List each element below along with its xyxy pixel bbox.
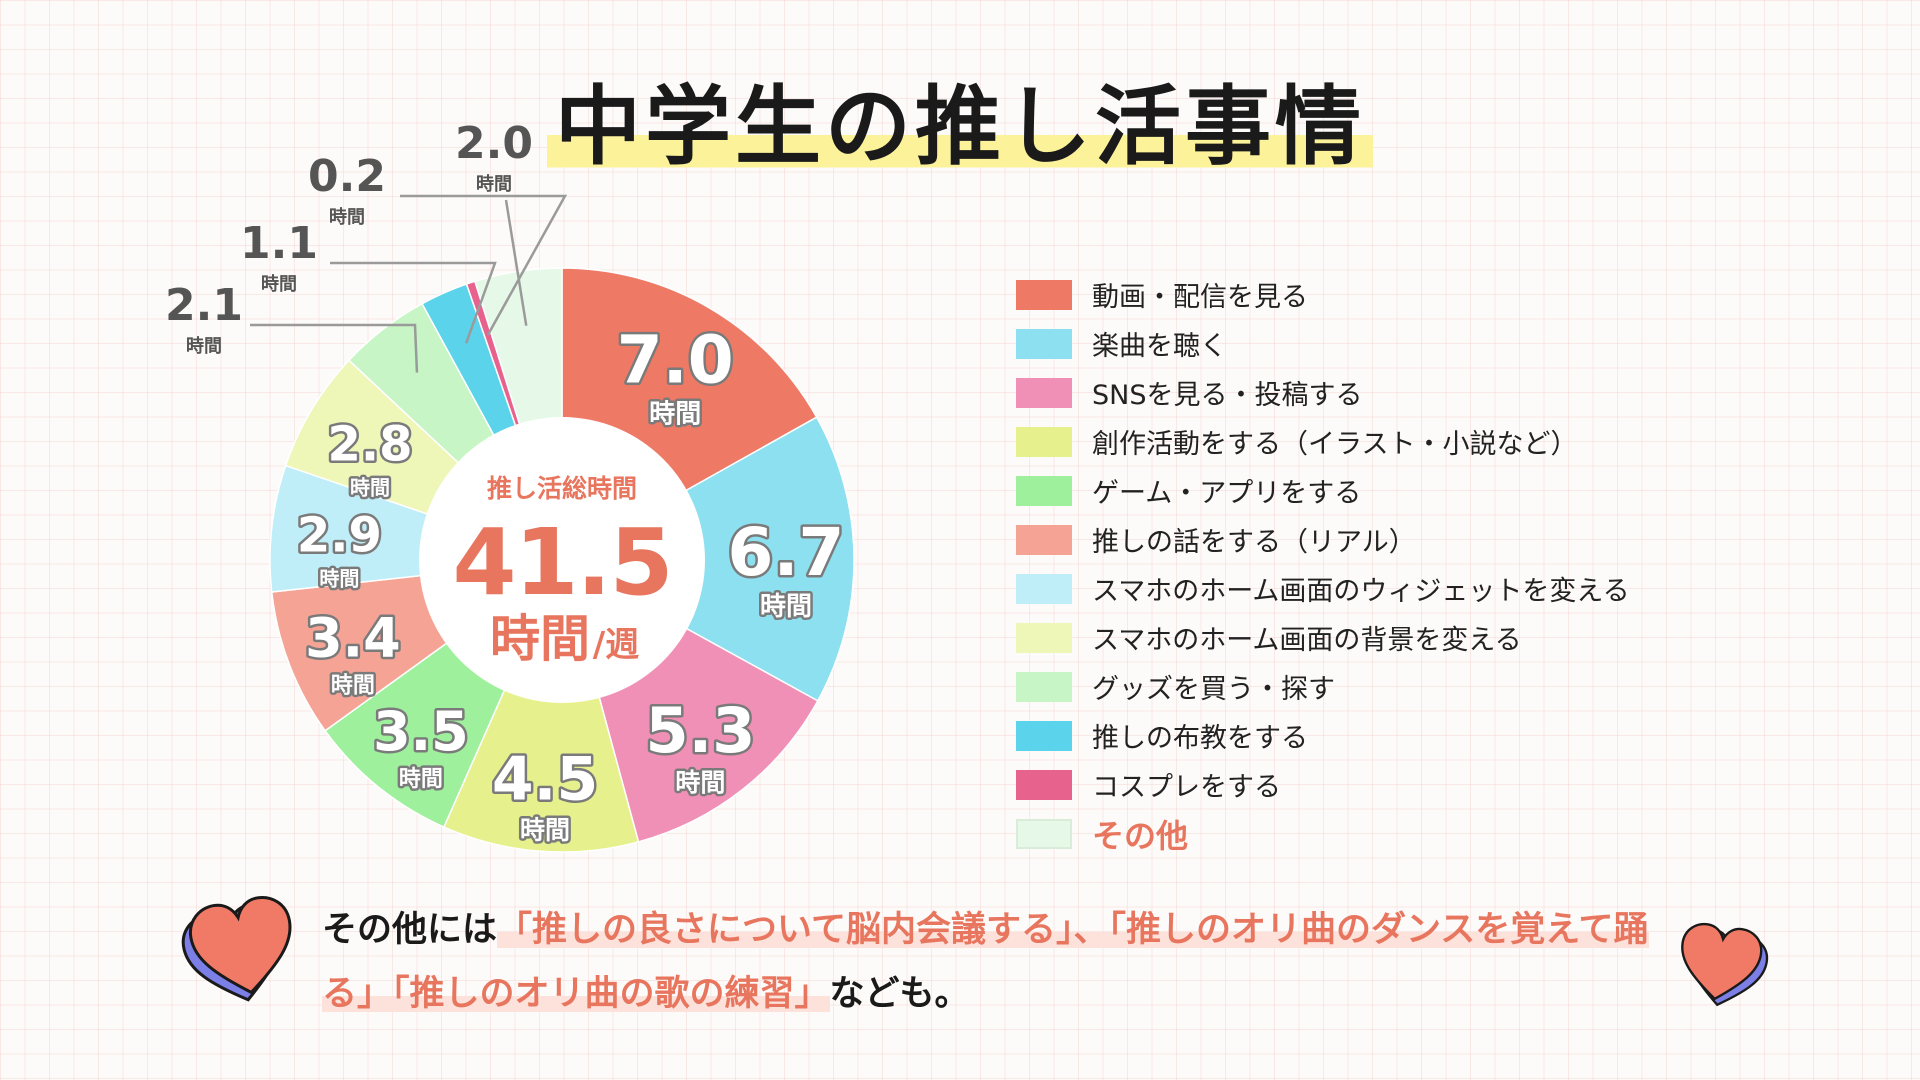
legend-item-7: スマホのホーム画面のウィジェットを変える [1016,564,1630,613]
footnote-prefix: その他には [322,910,498,950]
legend-swatch [1016,769,1072,800]
legend-swatch [1016,671,1072,702]
pie-slice-2 [560,416,855,702]
legend-label: 推しの布教をする [1092,723,1308,754]
legend-label: 創作活動をする（イラスト・小説など） [1092,429,1578,460]
legend-swatch [1016,475,1072,506]
data-label-value-11: 0.2 [308,151,386,202]
pie-slice-4 [442,557,640,853]
footnote: その他には「推しの良さについて脳内会議する」、「推しのオリ曲のダンスを覚えて踊る… [322,898,1652,1026]
legend-label: その他 [1092,816,1189,855]
legend-item-1: 動画・配信を見る [1016,270,1630,319]
data-label-unit-3: 時間 [675,768,725,797]
legend-item-9: グッズを買う・探す [1016,662,1630,711]
data-label-value-5: 3.5 [373,700,469,763]
legend-item-3: SNSを見る・投稿する [1016,368,1630,417]
legend-swatch [1016,818,1072,849]
data-label-unit-4: 時間 [520,815,570,844]
legend-item-12: その他 [1016,809,1630,858]
data-label-unit-1: 時間 [649,400,701,430]
legend-label: 楽曲を聴く [1092,331,1227,362]
legend-label: スマホのホーム画面の背景を変える [1092,625,1522,656]
footnote-suffix: なども。 [829,974,970,1014]
footnote-highlight: 「推しの良さについて脳内会議する」、「推しのオリ曲のダンスを覚えて踊る」「推しの… [322,910,1649,1014]
page-title: 中学生の推し活事情 [547,80,1373,175]
callout-line-10 [330,261,497,344]
data-label-value-1: 7.0 [617,322,734,399]
data-label-unit-2: 時間 [760,592,812,622]
center-total-unit-suffix: /週 [593,625,639,665]
heart-right-icon [1681,922,1769,1007]
callout-line-12 [504,199,528,326]
legend-item-4: 創作活動をする（イラスト・小説など） [1016,417,1630,466]
legend-item-10: 推しの布教をする [1016,711,1630,760]
data-label-value-6: 3.4 [305,606,401,669]
legend-label: ゲーム・アプリをする [1092,478,1362,509]
center-total-value: 41.5 [453,509,672,616]
legend-swatch [1016,377,1072,408]
callout-line-11 [400,194,568,336]
legend-swatch [1016,279,1072,310]
data-label-unit-6: 時間 [331,673,375,698]
legend-item-8: スマホのホーム画面の背景を変える [1016,613,1630,662]
data-label-value-12: 2.0 [455,118,533,169]
data-label-unit-9: 時間 [186,336,222,357]
legend-item-5: ゲーム・アプリをする [1016,466,1630,515]
title-wrap: 中学生の推し活事情 [0,80,1920,175]
legend-label: コスプレをする [1092,772,1281,803]
data-label-value-4: 4.5 [492,744,598,814]
data-label-unit-5: 時間 [399,767,443,792]
legend-swatch [1016,573,1072,604]
data-label-unit-8: 時間 [350,476,390,500]
center-label: 推し活総時間 [487,474,637,503]
data-label-unit-11: 時間 [329,207,365,228]
legend-label: 動画・配信を見る [1092,282,1308,313]
data-label-value-8: 2.8 [328,417,413,473]
data-label-unit-10: 時間 [261,274,297,295]
data-label-value-2: 6.7 [728,514,845,591]
legend-swatch [1016,720,1072,751]
data-label-value-10: 1.1 [240,218,318,269]
legend-swatch [1016,524,1072,555]
legend: 動画・配信を見る 楽曲を聴く SNSを見る・投稿する創作活動をする（イラスト・小説な… [1016,270,1630,858]
legend-item-6: 推しの話をする（リアル） [1016,515,1630,564]
legend-label: グッズを買う・探す [1092,674,1335,705]
legend-swatch [1016,426,1072,457]
legend-label: 推しの話をする（リアル） [1092,527,1416,558]
data-label-value-9: 2.1 [165,280,243,331]
legend-swatch [1016,622,1072,653]
center-total-unit: 時間 [490,610,590,668]
data-label-unit-12: 時間 [476,174,512,195]
donut-hole [419,417,705,703]
data-label-unit-7: 時間 [319,566,359,590]
legend-item-11: コスプレをする [1016,760,1630,809]
heart-left-icon [181,895,292,1002]
legend-swatch [1016,328,1072,359]
legend-label: SNSを見る・投稿する [1092,380,1363,411]
legend-item-2: 楽曲を聴く [1016,319,1630,368]
legend-label: スマホのホーム画面のウィジェットを変える [1092,576,1630,607]
callout-line-9 [250,323,419,373]
data-label-value-7: 2.9 [297,507,382,563]
data-label-value-3: 5.3 [646,694,756,767]
